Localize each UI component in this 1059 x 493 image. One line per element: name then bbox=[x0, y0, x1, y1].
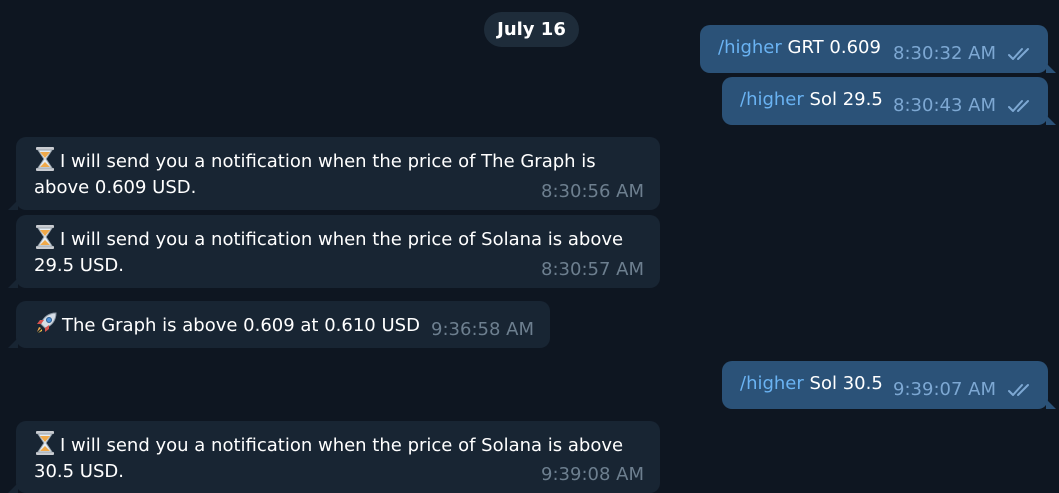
command-args: Sol 30.5 bbox=[809, 373, 883, 394]
notification-line-1: I will send you a notification when the … bbox=[60, 151, 596, 172]
message-time: 9:39:08 AM bbox=[541, 464, 644, 485]
command-args: Sol 29.5 bbox=[809, 89, 883, 110]
notification-line-1: I will send you a notification when the … bbox=[60, 435, 624, 456]
outgoing-message[interactable]: /higher Sol 29.5 8:30:43 AM bbox=[722, 77, 1056, 125]
command-link[interactable]: /higher bbox=[718, 37, 782, 58]
message-text: I will send you a notification when the … bbox=[34, 225, 623, 279]
message-time: 8:30:43 AM bbox=[893, 95, 996, 116]
message-text: I will send you a notification when the … bbox=[34, 147, 596, 201]
double-check-icon bbox=[1008, 384, 1029, 396]
message-text: /higher Sol 29.5 bbox=[740, 89, 883, 110]
incoming-message[interactable]: I will send you a notification when the … bbox=[8, 215, 660, 288]
message-time: 9:36:58 AM bbox=[431, 319, 534, 340]
message-text: /higher GRT 0.609 bbox=[718, 37, 881, 58]
notification-line-1: I will send you a notification when the … bbox=[60, 229, 624, 250]
outgoing-message[interactable]: /higher GRT 0.609 8:30:32 AM bbox=[700, 25, 1056, 73]
hourglass-icon bbox=[36, 225, 54, 249]
message-time: 9:39:07 AM bbox=[893, 379, 996, 400]
notification-line-2: above 0.609 USD. bbox=[34, 177, 197, 198]
message-time: 8:30:57 AM bbox=[541, 259, 644, 280]
date-separator: July 16 bbox=[484, 12, 579, 47]
message-text: I will send you a notification when the … bbox=[34, 431, 623, 485]
notification-line-2: 29.5 USD. bbox=[34, 255, 124, 276]
message-text: /higher Sol 30.5 bbox=[740, 373, 883, 394]
hourglass-icon bbox=[36, 431, 54, 455]
hourglass-icon bbox=[36, 147, 54, 171]
alert-text: The Graph is above 0.609 at 0.610 USD bbox=[62, 315, 420, 336]
incoming-message[interactable]: I will send you a notification when the … bbox=[8, 421, 660, 493]
command-link[interactable]: /higher bbox=[740, 89, 804, 110]
double-check-icon bbox=[1008, 100, 1029, 112]
incoming-message[interactable]: The Graph is above 0.609 at 0.610 USD 9:… bbox=[8, 301, 550, 348]
double-check-icon bbox=[1008, 48, 1029, 60]
incoming-message[interactable]: I will send you a notification when the … bbox=[8, 137, 660, 210]
date-label: July 16 bbox=[497, 19, 566, 40]
message-time: 8:30:32 AM bbox=[893, 43, 996, 64]
command-link[interactable]: /higher bbox=[740, 373, 804, 394]
message-text: The Graph is above 0.609 at 0.610 USD bbox=[34, 311, 420, 339]
command-args: GRT 0.609 bbox=[787, 37, 881, 58]
rocket-icon bbox=[37, 312, 57, 333]
outgoing-message[interactable]: /higher Sol 30.5 9:39:07 AM bbox=[722, 361, 1056, 409]
notification-line-2: 30.5 USD. bbox=[34, 461, 124, 482]
message-time: 8:30:56 AM bbox=[541, 181, 644, 202]
